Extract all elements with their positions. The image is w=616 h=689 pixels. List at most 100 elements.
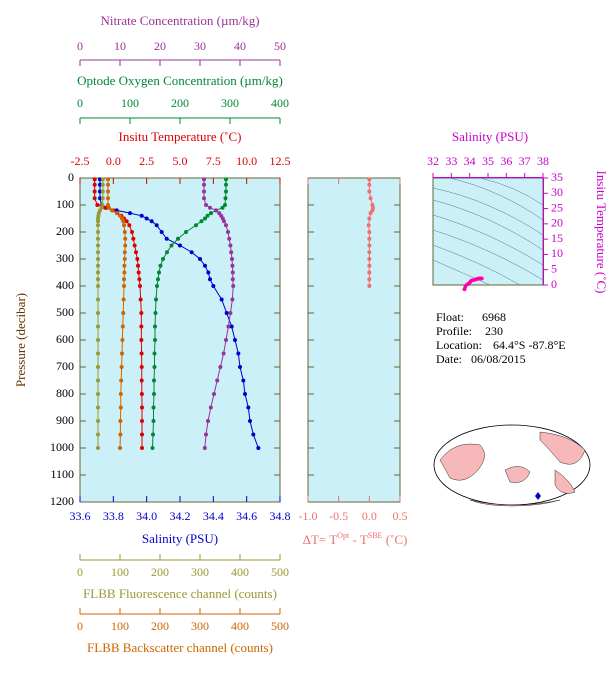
profile-point [224,311,229,315]
info-value: 06/08/2015 [471,352,526,366]
profile-point [231,284,236,288]
tick-label: 400 [231,619,249,633]
profile-point [153,311,158,315]
ts-y-tick-label: 30 [551,185,563,199]
profile-point [124,219,129,224]
profile-point [122,263,127,268]
profile-point [100,196,105,201]
profile-point [151,432,155,437]
dt-point [368,211,373,216]
profile-point [96,263,100,268]
profile-point [138,297,143,302]
dt-point [367,284,372,288]
tick-label: 200 [151,565,169,579]
info-label: Float: [436,310,464,324]
profile-point [96,223,100,228]
tick-label: 200 [151,619,169,633]
tick-label: -0.5 [329,509,348,523]
profile-point [151,405,156,410]
profile-point [194,223,198,228]
dt-point [368,196,373,201]
profile-point [122,223,126,228]
dt-point [367,243,372,248]
profile-point [118,446,122,450]
profile-point [233,338,237,342]
profile-point [137,277,142,282]
profile-point [139,311,144,315]
tick-label: 300 [221,96,239,110]
profile-point [230,297,235,302]
profile-point [136,263,140,268]
dt-point [367,277,372,282]
y-tick-label: 900 [56,413,74,427]
profile-point [100,177,105,182]
profile-point [96,392,100,396]
ts-y-tick-label: 25 [551,200,563,214]
profile-point [135,257,140,261]
profile-point [138,284,142,288]
tick-label: 20 [154,39,166,53]
profile-point [144,216,149,221]
ts-x-tick-label: 34 [464,154,476,168]
dt-point [367,189,372,194]
profile-point [214,208,218,213]
ts-y-label: Insitu Temperature (˚C) [594,170,609,293]
tick-label: 0.0 [362,509,377,523]
profile-point [246,405,251,410]
ts-point [480,276,484,281]
profile-point [139,365,144,369]
info-label: Date: [436,352,462,366]
profile-point [140,432,144,437]
profile-point [154,297,158,302]
profile-point [203,263,207,268]
profile-point [96,432,100,437]
profile-point [184,230,188,234]
dt-panel [307,177,401,503]
ts-x-tick-label: 35 [482,154,494,168]
profile-point [150,446,155,450]
profile-point [103,205,108,210]
profile-point [212,392,216,396]
profile-point [204,203,208,207]
profile-point [152,365,157,369]
dt-point [367,216,372,221]
tick-label: 34.0 [136,509,157,523]
profile-point [95,203,100,207]
profile-point [131,236,136,241]
world-map [433,424,591,507]
profile-point [251,432,256,437]
profile-point [96,219,100,224]
profile-point [119,365,124,369]
profile-point [123,243,128,248]
tick-label: 500 [271,619,289,633]
dt-point [366,223,371,228]
profile-point [96,297,100,302]
tick-label: 400 [231,565,249,579]
profile-point [151,419,156,423]
ts-x-tick-label: 37 [519,154,531,168]
profile-point [202,196,206,201]
dt-axis-label: ΔT= TOpt - TSBE (˚C) [303,531,408,547]
profile-point [134,250,138,255]
profile-point [202,446,207,450]
profile-point [96,250,100,255]
label-part: ΔT= T [303,532,338,547]
profile-point [96,277,100,282]
profile-point [224,177,228,182]
profile-point [139,392,144,396]
profile-point [199,219,204,224]
profile-point [122,277,126,282]
profile-point [154,223,159,228]
profile-point [152,351,157,356]
profile-point [223,196,228,201]
tick-label: 7.5 [206,154,221,168]
dt-point [367,270,372,275]
y-tick-label: 1000 [50,440,74,454]
tick-label: 34.6 [236,509,257,523]
profile-point [149,219,154,224]
tick-label: 40 [234,39,246,53]
ts-title: Salinity (PSU) [452,129,528,144]
profile-point [98,182,102,187]
y-tick-label: 600 [56,332,74,346]
profile-point [164,236,169,241]
